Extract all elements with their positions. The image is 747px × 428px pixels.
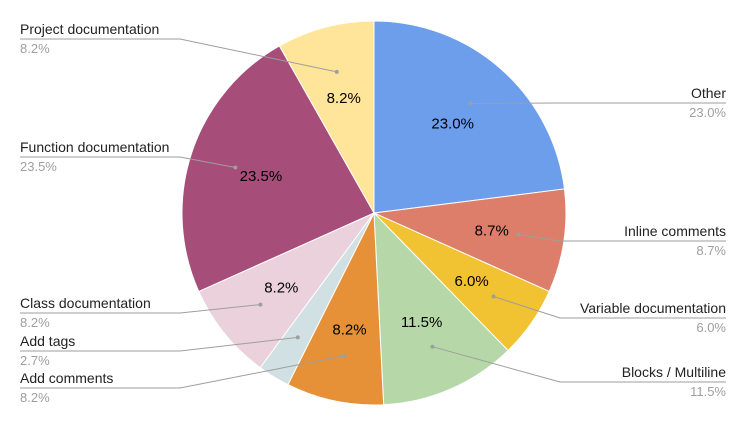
slice-label-percent-add-comments: 8.2% [20, 390, 50, 405]
slice-label-other: Other [691, 85, 726, 101]
slice-label-function-documentation: Function documentation [20, 139, 169, 155]
slice-label-variable-documentation: Variable documentation [580, 300, 726, 316]
leader-line-project-documentation [20, 38, 337, 73]
leader-line-other [470, 102, 726, 104]
leader-line-inline-comments [518, 234, 726, 242]
slice-label-percent-add-tags: 2.7% [20, 353, 50, 368]
slice-label-percent-blocks-multiline: 11.5% [690, 384, 726, 399]
slice-percent-project-documentation: 8.2% [327, 90, 361, 107]
slice-label-percent-other: 23.0% [689, 105, 726, 120]
slice-label-percent-function-documentation: 23.5% [20, 159, 57, 174]
pie-labels: 23.0% Other 23.0% 8.7% Inline comments 8.7% 6.… [20, 21, 726, 405]
pie-slice-other [373, 20, 566, 214]
leader-line-add-tags [20, 336, 298, 352]
slice-percent-variable-documentation: 6.0% [454, 273, 488, 290]
leader-line-add-comments [20, 355, 345, 389]
pie-slice-project-documentation [278, 20, 375, 215]
leader-line-blocks-multiline [432, 346, 726, 383]
slice-label-add-tags: Add tags [20, 333, 75, 349]
leader-line-function-documentation [20, 156, 236, 168]
pie-slice-add-comments [287, 211, 385, 406]
slice-label-percent-project-documentation: 8.2% [20, 41, 50, 56]
slice-percent-function-documentation: 23.5% [240, 168, 283, 185]
slice-label-class-documentation: Class documentation [20, 295, 151, 311]
leader-line-class-documentation [20, 304, 261, 314]
slice-label-percent-class-documentation: 8.2% [20, 315, 50, 330]
slice-label-percent-variable-documentation: 6.0% [696, 320, 726, 335]
slice-label-project-documentation: Project documentation [20, 21, 159, 37]
pie-slices [181, 20, 567, 406]
slice-percent-blocks-multiline: 11.5% [401, 314, 442, 331]
pie-slice-blocks-multiline [373, 211, 509, 406]
slice-percent-class-documentation: 8.2% [264, 280, 298, 297]
slice-label-percent-inline-comments: 8.7% [696, 243, 726, 258]
slice-label-blocks-multiline: Blocks / Multiline [622, 364, 726, 380]
slice-label-add-comments: Add comments [20, 370, 113, 386]
leader-line-variable-documentation [493, 296, 726, 319]
slice-percent-other: 23.0% [431, 116, 474, 133]
slice-label-inline-comments: Inline comments [624, 223, 726, 239]
slice-percent-inline-comments: 8.7% [475, 223, 509, 240]
pie-slice-class-documentation [198, 211, 376, 369]
pie-slice-function-documentation [181, 45, 375, 293]
slice-percent-add-comments: 8.2% [332, 322, 366, 339]
